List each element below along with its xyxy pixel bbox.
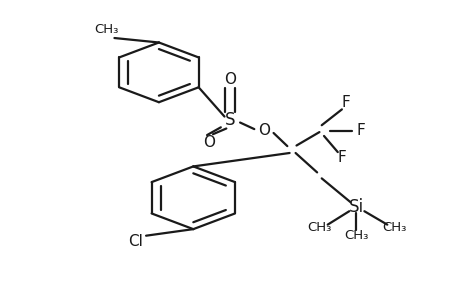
Text: O: O [258, 123, 270, 138]
Text: CH₃: CH₃ [381, 221, 405, 234]
Text: CH₃: CH₃ [94, 23, 118, 36]
Text: Si: Si [348, 198, 363, 216]
Text: O: O [224, 72, 235, 87]
Text: F: F [341, 95, 349, 110]
Text: O: O [203, 135, 215, 150]
Text: F: F [356, 123, 364, 138]
Text: CH₃: CH₃ [343, 229, 368, 242]
Text: S: S [224, 111, 235, 129]
Text: CH₃: CH₃ [307, 221, 331, 234]
Text: F: F [337, 150, 346, 165]
Text: Cl: Cl [128, 234, 143, 249]
